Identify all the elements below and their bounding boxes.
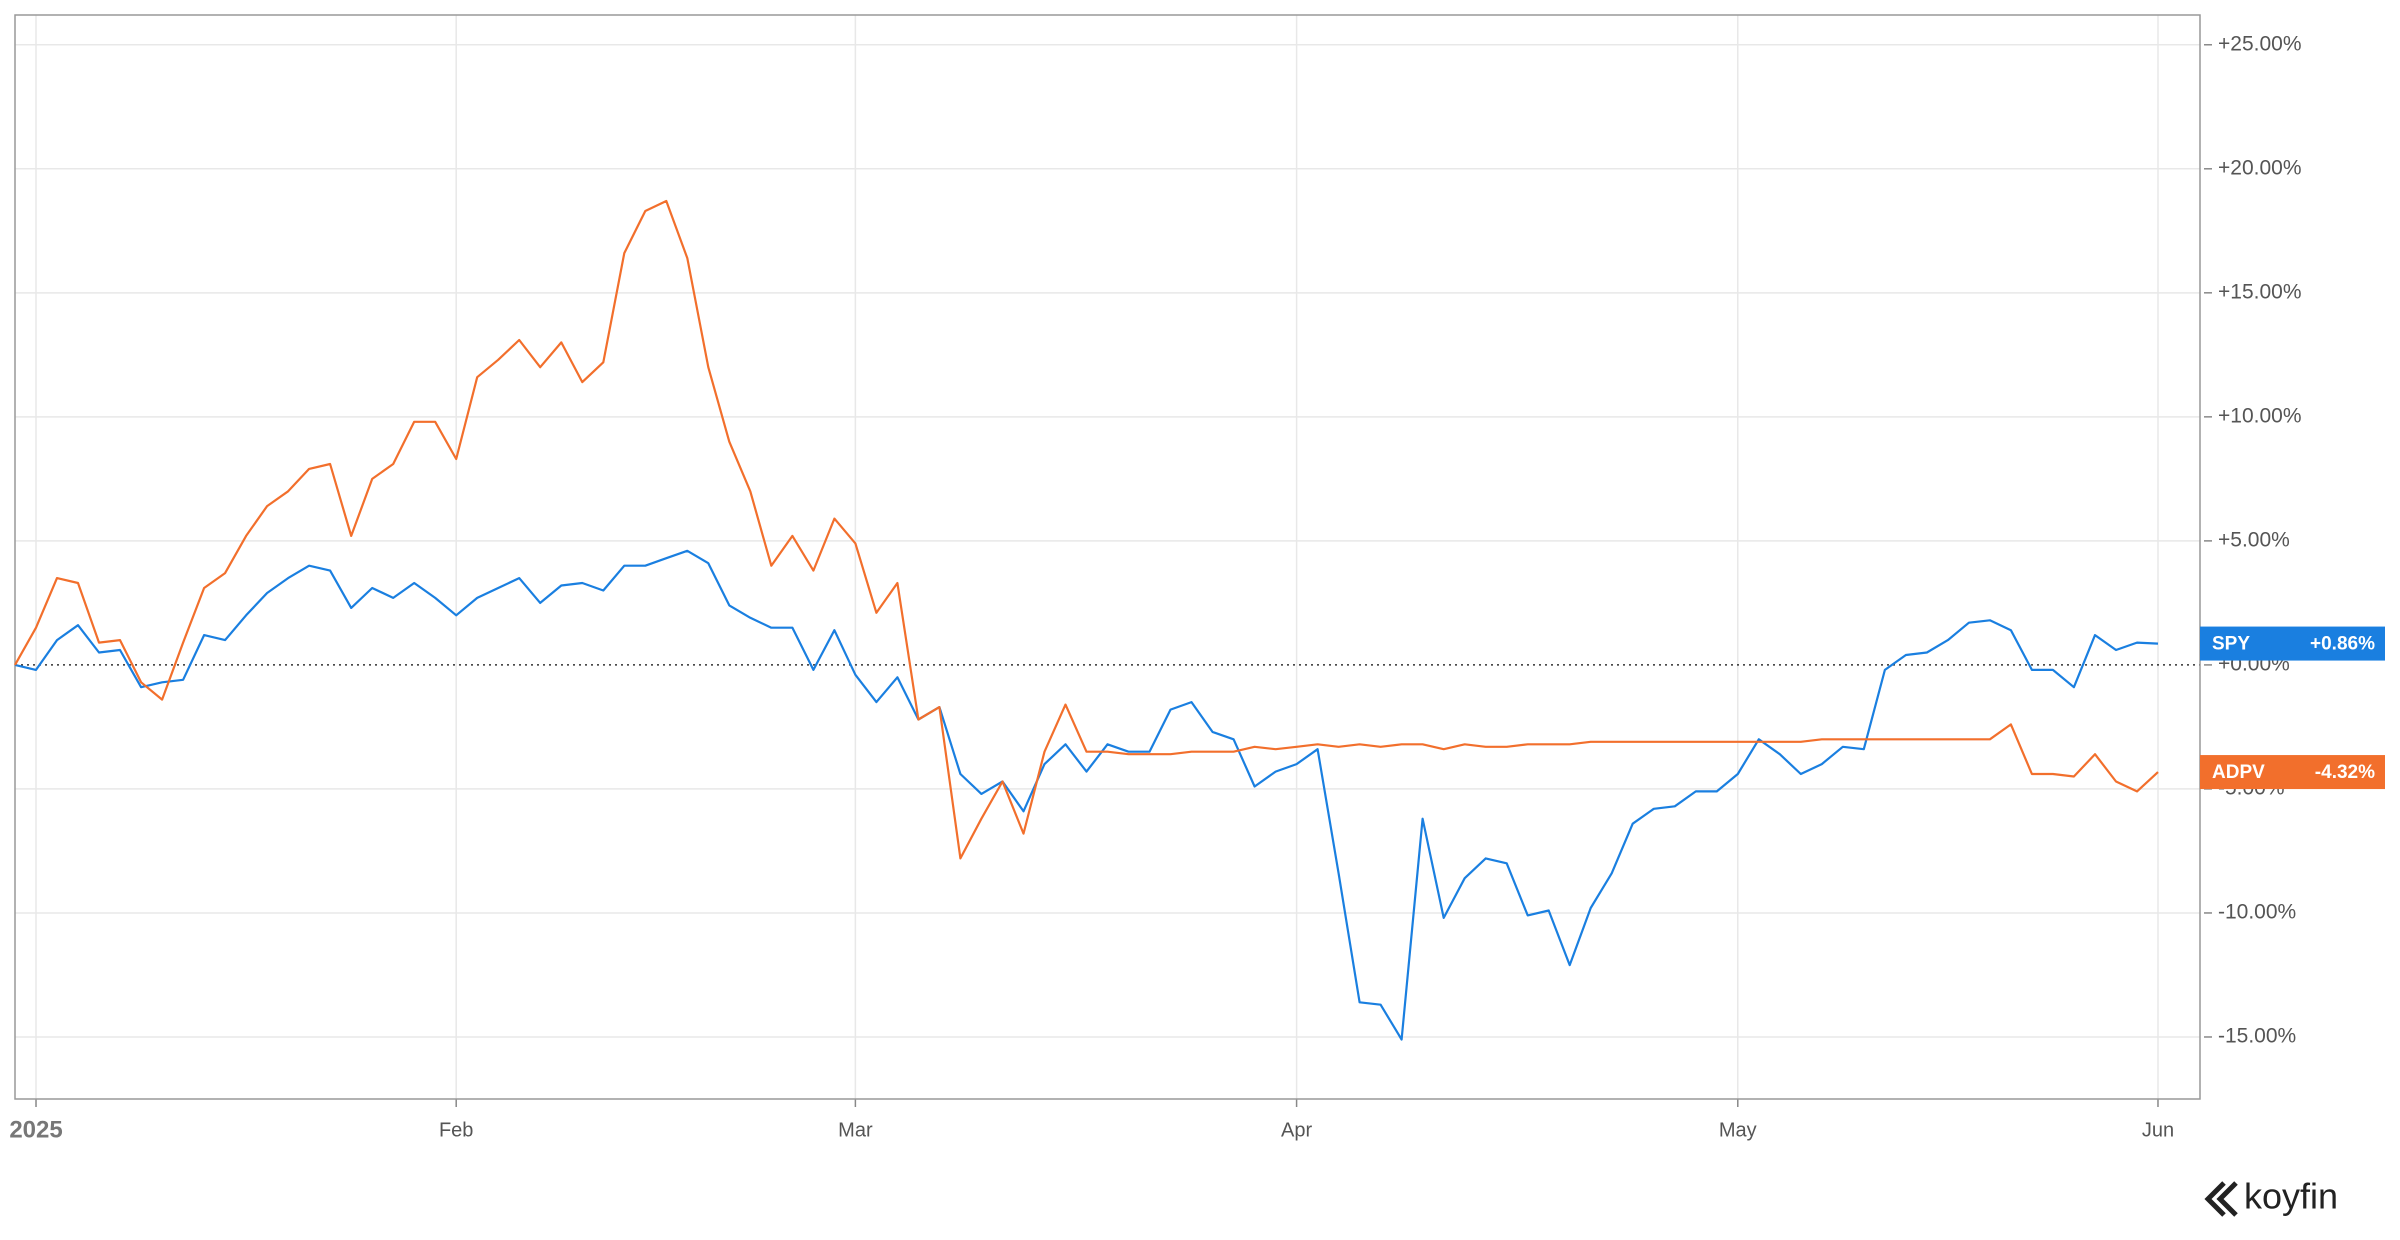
series-line xyxy=(14,549,2159,1041)
last-value-box xyxy=(2200,755,2385,790)
legend-name: SPY xyxy=(2212,634,2250,655)
legend-name: ADPV xyxy=(2212,762,2265,783)
series-line xyxy=(14,199,2159,860)
brand-logo: koyfin xyxy=(2204,1176,2338,1217)
plot-frame xyxy=(14,14,2201,1100)
brand-icon xyxy=(2204,1181,2238,1217)
y-tick-label: +20.00% xyxy=(2218,156,2302,179)
last-value-label: +0.86% xyxy=(2310,634,2375,655)
x-tick-label: 2025 xyxy=(9,1116,62,1143)
last-value-tag: ADPV -4.32% xyxy=(2200,755,2385,790)
last-value-box xyxy=(2200,626,2385,661)
x-tick-label: Apr xyxy=(1281,1119,1312,1141)
y-tick-label: +15.00% xyxy=(2218,280,2302,303)
x-tick-label: Feb xyxy=(439,1119,473,1141)
last-value-tag: SPY +0.86% xyxy=(2200,626,2385,661)
y-tick-label: +10.00% xyxy=(2218,404,2302,427)
y-tick-label: +5.00% xyxy=(2218,528,2290,551)
x-tick-label: May xyxy=(1719,1119,1757,1141)
brand-name: koyfin xyxy=(2244,1176,2338,1217)
y-tick-label: -15.00% xyxy=(2218,1025,2296,1048)
y-tick-label: -10.00% xyxy=(2218,901,2296,924)
x-tick-label: Mar xyxy=(838,1119,873,1141)
y-tick-label: +25.00% xyxy=(2218,32,2302,55)
x-tick-label: Jun xyxy=(2142,1119,2174,1141)
last-value-label: -4.32% xyxy=(2315,762,2375,783)
